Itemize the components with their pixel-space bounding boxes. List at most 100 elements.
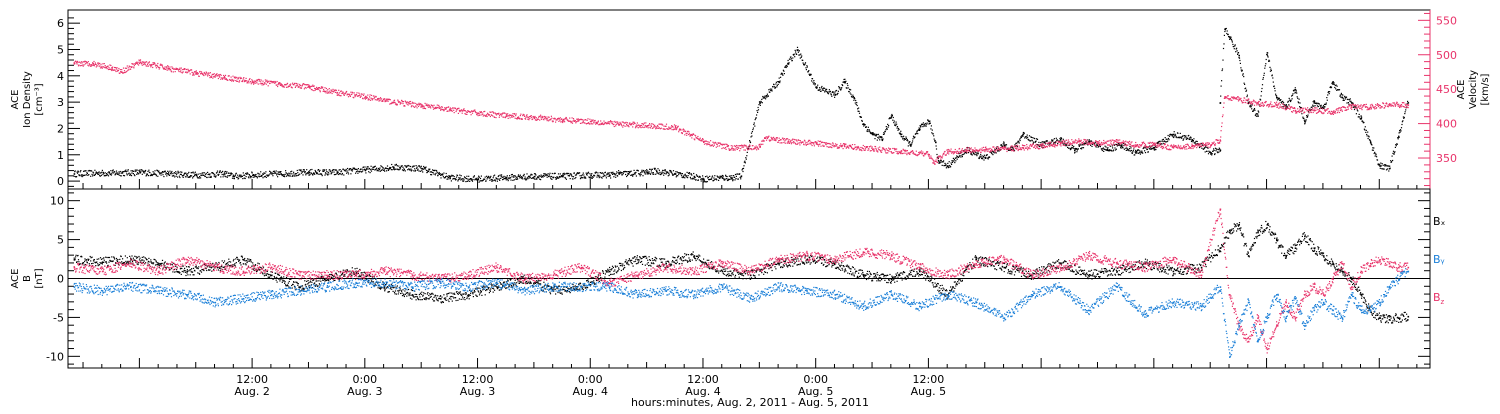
data-point [1139, 151, 1140, 152]
data-point [275, 173, 276, 174]
data-point [760, 105, 761, 106]
data-point [1107, 150, 1109, 152]
data-point [188, 172, 189, 173]
velocity-axis-label: ACE [1456, 80, 1467, 100]
data-point [318, 88, 319, 89]
data-point [775, 140, 776, 141]
data-point [1400, 130, 1401, 131]
data-point [486, 176, 487, 177]
data-point [788, 60, 789, 61]
data-point [887, 124, 888, 125]
data-point [240, 175, 241, 176]
data-point [820, 141, 821, 142]
data-point [246, 176, 247, 177]
data-point [309, 174, 310, 175]
data-point [1183, 140, 1184, 141]
data-point [947, 165, 949, 167]
data-point [1303, 118, 1304, 119]
data-point [1335, 88, 1336, 89]
data-point [175, 71, 176, 72]
data-point [284, 176, 285, 177]
data-point [417, 167, 418, 168]
data-point [1329, 91, 1330, 92]
data-point [811, 80, 812, 81]
data-point [572, 176, 573, 177]
data-point [916, 151, 917, 152]
data-point [1083, 147, 1084, 148]
data-point [871, 150, 872, 151]
data-point [908, 145, 909, 146]
data-point [690, 178, 691, 179]
data-point [735, 148, 736, 149]
data-point [834, 97, 835, 98]
data-point [1405, 109, 1406, 110]
data-point [415, 103, 416, 104]
data-point [896, 122, 897, 123]
data-point [260, 81, 261, 82]
data-point [311, 86, 312, 87]
data-point [1339, 89, 1340, 90]
data-point [650, 169, 651, 170]
data-point [617, 121, 618, 122]
data-point [680, 129, 681, 130]
data-point [1141, 151, 1142, 152]
data-point [1029, 135, 1030, 136]
data-point [1304, 120, 1305, 121]
data-point [833, 143, 834, 144]
data-point [590, 175, 592, 177]
data-point [506, 177, 508, 179]
data-point [82, 65, 83, 66]
data-point [1175, 135, 1176, 136]
data-point [379, 100, 380, 101]
data-point [138, 62, 139, 63]
data-point [688, 175, 689, 176]
data-point [940, 159, 941, 160]
data-point [992, 154, 993, 155]
data-point [544, 116, 545, 117]
data-point [831, 147, 832, 148]
data-point [573, 176, 574, 177]
data-point [833, 94, 834, 95]
data-point [116, 68, 117, 69]
data-point [982, 148, 983, 149]
data-point [875, 146, 876, 147]
data-point [514, 179, 515, 180]
data-point [525, 176, 526, 177]
data-point [555, 173, 556, 174]
data-point [642, 127, 643, 128]
data-point [771, 137, 772, 138]
data-point [750, 145, 751, 146]
data-point [887, 129, 888, 130]
data-point [982, 157, 983, 158]
data-point [414, 166, 415, 167]
data-point [1408, 102, 1410, 104]
data-point [128, 67, 129, 68]
data-point [474, 175, 475, 176]
data-point [848, 148, 849, 149]
data-point [896, 124, 897, 125]
data-point [363, 167, 364, 168]
data-point [1020, 140, 1021, 141]
data-point [1288, 104, 1289, 105]
data-point [515, 118, 516, 119]
data-point [655, 174, 656, 175]
data-point [1076, 148, 1077, 149]
data-point [662, 124, 663, 125]
data-point [342, 91, 343, 92]
data-point [1075, 152, 1076, 153]
data-point [94, 65, 95, 66]
data-point [129, 66, 130, 67]
data-point [653, 124, 654, 125]
data-point [1359, 114, 1360, 115]
data-point [279, 83, 280, 84]
data-point [1242, 70, 1243, 71]
data-point [265, 79, 266, 80]
data-point [561, 118, 562, 119]
data-point [480, 178, 481, 179]
data-point [707, 181, 708, 182]
data-point [560, 173, 561, 174]
data-point [1224, 35, 1225, 36]
data-point [627, 122, 628, 123]
data-point [838, 91, 839, 92]
